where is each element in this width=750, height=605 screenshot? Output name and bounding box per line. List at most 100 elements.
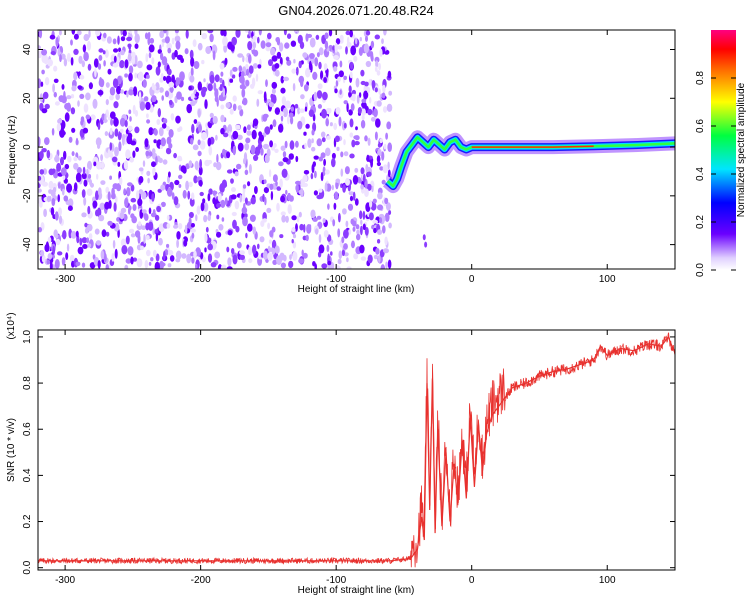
noise-speckle	[297, 107, 301, 115]
noise-speckle	[168, 142, 173, 149]
noise-speckle	[350, 103, 355, 111]
noise-speckle	[385, 132, 388, 140]
noise-speckle	[311, 129, 315, 136]
noise-speckle	[388, 90, 393, 96]
noise-speckle	[163, 250, 166, 261]
noise-speckle	[207, 159, 213, 165]
noise-speckle	[178, 174, 183, 180]
noise-speckle	[71, 127, 76, 133]
noise-speckle	[132, 257, 137, 262]
noise-speckle	[270, 190, 274, 201]
noise-speckle	[342, 208, 347, 215]
noise-speckle	[202, 198, 206, 204]
noise-speckle	[207, 214, 211, 221]
noise-speckle	[54, 233, 59, 239]
noise-speckle	[280, 145, 286, 151]
noise-speckle	[163, 30, 167, 34]
noise-speckle	[268, 59, 273, 67]
noise-speckle	[208, 188, 213, 195]
noise-speckle	[176, 239, 180, 249]
noise-speckle	[274, 107, 281, 115]
noise-speckle	[298, 258, 304, 264]
noise-speckle	[252, 118, 259, 127]
noise-speckle	[100, 250, 105, 260]
noise-speckle	[298, 211, 302, 218]
noise-speckle	[128, 65, 134, 74]
noise-speckle	[267, 222, 271, 230]
noise-speckle	[276, 51, 282, 59]
noise-speckle	[63, 195, 69, 202]
noise-speckle	[236, 163, 242, 170]
noise-speckle	[100, 180, 106, 186]
noise-speckle	[327, 260, 332, 266]
noise-speckle	[90, 182, 94, 188]
noise-speckle	[70, 94, 75, 99]
noise-speckle	[164, 36, 170, 44]
noise-speckle	[295, 180, 301, 185]
noise-speckle	[220, 114, 225, 123]
noise-speckle	[69, 254, 75, 263]
colorbar-tick-label: 0.8	[695, 71, 706, 85]
noise-speckle	[198, 179, 203, 187]
noise-speckle	[85, 114, 91, 120]
noise-speckle	[189, 75, 195, 83]
noise-speckle	[340, 37, 344, 43]
noise-speckle	[270, 93, 274, 99]
noise-speckle	[190, 93, 195, 100]
noise-speckle	[57, 194, 60, 203]
noise-speckle	[120, 49, 125, 56]
noise-speckle	[113, 202, 117, 212]
noise-speckle	[112, 239, 116, 249]
noise-speckle	[375, 247, 380, 255]
noise-speckle	[190, 57, 195, 67]
noise-speckle	[386, 103, 393, 112]
noise-speckle	[324, 169, 330, 175]
noise-speckle	[201, 32, 208, 40]
noise-speckle	[55, 37, 59, 47]
noise-speckle	[66, 243, 70, 252]
noise-speckle	[166, 243, 170, 248]
noise-speckle	[246, 130, 252, 136]
noise-speckle	[160, 137, 166, 147]
noise-speckle	[71, 151, 75, 157]
noise-speckle	[197, 150, 202, 157]
noise-speckle	[161, 123, 167, 129]
noise-speckles	[38, 30, 428, 269]
noise-speckle	[349, 30, 353, 38]
noise-speckle	[106, 36, 112, 44]
noise-speckle	[227, 257, 232, 267]
noise-speckle	[346, 266, 352, 269]
noise-speckle	[385, 202, 391, 211]
noise-speckle	[226, 127, 230, 134]
noise-speckle	[321, 108, 327, 119]
noise-speckle	[87, 205, 91, 215]
noise-speckle	[263, 187, 269, 194]
noise-speckle	[360, 219, 363, 225]
noise-speckle	[156, 205, 162, 213]
noise-speckle	[237, 53, 244, 58]
noise-speckle	[279, 111, 284, 117]
noise-speckle	[275, 180, 278, 187]
noise-speckle	[208, 145, 213, 156]
noise-speckle	[355, 224, 360, 230]
noise-speckle	[173, 224, 179, 229]
noise-speckle	[207, 137, 212, 147]
noise-speckle	[387, 259, 392, 269]
noise-speckle	[317, 104, 322, 109]
noise-speckle	[92, 200, 98, 209]
noise-speckle	[105, 186, 110, 194]
noise-speckle	[295, 140, 299, 148]
noise-speckle	[168, 99, 173, 106]
noise-speckle	[70, 107, 76, 115]
noise-speckle	[86, 237, 90, 244]
noise-speckle	[287, 115, 290, 125]
noise-speckle	[174, 35, 181, 43]
noise-speckle	[349, 195, 354, 202]
noise-speckle	[132, 150, 136, 158]
noise-speckle	[98, 214, 105, 222]
noise-speckle	[174, 30, 179, 34]
noise-speckle	[102, 50, 106, 55]
noise-speckle	[62, 150, 67, 160]
noise-speckle	[146, 249, 151, 257]
noise-speckle	[366, 171, 372, 177]
